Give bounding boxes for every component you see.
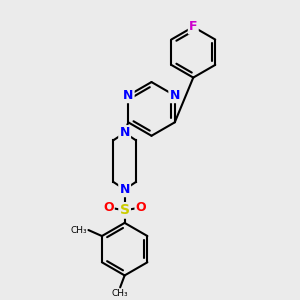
Text: N: N: [123, 89, 134, 102]
Text: N: N: [119, 126, 130, 139]
Text: S: S: [120, 203, 130, 218]
Text: N: N: [119, 183, 130, 196]
Text: O: O: [136, 201, 146, 214]
Text: N: N: [169, 89, 180, 102]
Text: F: F: [189, 20, 197, 33]
Text: CH₃: CH₃: [112, 289, 128, 298]
Text: O: O: [103, 201, 113, 214]
Text: CH₃: CH₃: [70, 226, 87, 235]
